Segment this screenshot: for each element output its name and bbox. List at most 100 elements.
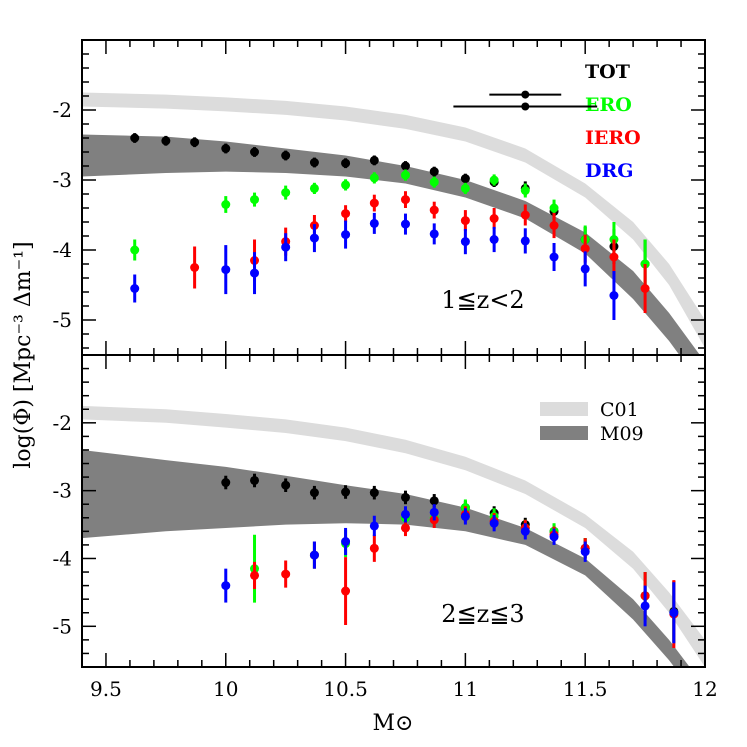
data-point — [250, 475, 260, 485]
data-point — [369, 521, 379, 531]
data-point — [221, 200, 231, 209]
data-point — [369, 173, 379, 183]
data-point — [250, 147, 260, 157]
data-point — [369, 543, 379, 553]
data-point — [369, 488, 379, 498]
data-point — [190, 263, 200, 272]
data-point — [549, 252, 559, 262]
data-point — [281, 242, 291, 252]
data-point — [221, 144, 231, 153]
data-point — [580, 264, 590, 274]
example-error-point — [521, 102, 530, 111]
data-point — [341, 209, 351, 219]
data-point — [489, 518, 499, 528]
data-point — [460, 511, 470, 521]
series-drg — [221, 504, 679, 644]
data-point — [640, 601, 650, 611]
y-tick-label: -2 — [53, 411, 72, 435]
data-point — [341, 230, 351, 240]
data-point — [400, 161, 410, 171]
data-point — [669, 608, 679, 618]
data-point — [400, 170, 410, 180]
data-point — [161, 136, 171, 146]
legend: TOT ERO IERO DRG — [585, 61, 641, 182]
data-point — [341, 487, 351, 497]
data-point — [341, 180, 351, 190]
data-point — [281, 480, 291, 490]
y-axis-title: log(Φ) [Mpc⁻³ Δm⁻¹] — [11, 241, 36, 468]
legend-label-m09: M09 — [600, 423, 644, 445]
data-point — [281, 188, 291, 198]
data-point — [369, 198, 379, 208]
top-panel: -2 -3 -4 -5 1≦z<2 TOT ERO IERO DRG — [53, 39, 706, 356]
x-tick-label: 10.5 — [323, 677, 368, 701]
y-tick-label: -3 — [53, 168, 72, 192]
example-error-point — [521, 90, 530, 99]
x-tick-label: 11.5 — [563, 677, 608, 701]
series-drg — [130, 212, 619, 320]
data-point — [221, 478, 231, 488]
data-point — [520, 210, 530, 220]
data-point — [640, 284, 650, 293]
data-point — [549, 532, 559, 542]
y-tick-label: -4 — [53, 238, 72, 262]
data-point — [489, 235, 499, 244]
y-tick-label: -5 — [53, 308, 72, 332]
band-c01 — [82, 405, 705, 667]
data-point — [460, 183, 470, 193]
band-m09 — [82, 450, 690, 667]
data-point — [549, 203, 559, 213]
data-point — [520, 186, 530, 195]
legend-label-c01: C01 — [600, 399, 639, 421]
series-iero — [190, 191, 650, 313]
data-point — [130, 133, 140, 143]
data-point — [309, 550, 319, 560]
legend-label-drg: DRG — [585, 160, 634, 182]
x-tick-label: 9.5 — [90, 677, 122, 701]
legend-label-iero: IERO — [585, 127, 641, 149]
plot-area — [82, 405, 705, 667]
data-point — [309, 233, 319, 243]
data-point — [130, 284, 140, 293]
redshift-annotation: 2≦z≦3 — [441, 600, 524, 628]
data-point — [460, 237, 470, 247]
y-tick-label: -3 — [53, 479, 72, 503]
x-tick-label: 10 — [213, 677, 238, 701]
data-point — [341, 586, 351, 596]
legend-label-tot: TOT — [585, 61, 630, 83]
data-point — [309, 183, 319, 193]
data-point — [190, 137, 200, 147]
data-point — [341, 158, 351, 168]
data-point — [309, 488, 319, 498]
data-point — [400, 492, 410, 502]
data-point — [549, 221, 559, 230]
x-tick-label: 12 — [692, 677, 717, 701]
data-point — [429, 167, 439, 177]
data-point — [309, 158, 319, 167]
data-point — [369, 155, 379, 165]
x-tick-label: 11 — [453, 677, 478, 701]
data-point — [429, 177, 439, 187]
data-point — [130, 245, 140, 255]
data-point — [400, 219, 410, 229]
plot-frame — [81, 39, 706, 356]
legend-swatch-m09 — [540, 426, 588, 440]
data-point — [609, 291, 619, 300]
data-point — [520, 526, 530, 536]
data-point — [221, 265, 231, 275]
data-point — [580, 547, 590, 557]
y-tick-label: -4 — [53, 546, 72, 570]
plot-area — [82, 92, 705, 355]
data-point — [429, 229, 439, 239]
data-point — [429, 507, 439, 517]
legend-label-ero: ERO — [585, 94, 632, 116]
data-point — [400, 509, 410, 519]
data-point — [400, 195, 410, 205]
data-point — [400, 523, 410, 533]
data-point — [221, 581, 231, 591]
data-point — [281, 569, 291, 579]
data-point — [609, 252, 619, 262]
